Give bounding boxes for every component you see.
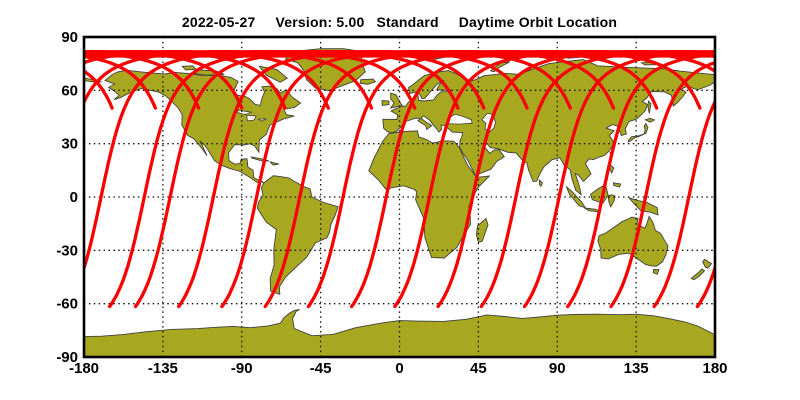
orbit-ground-track <box>220 49 572 309</box>
y-tick-label: -60 <box>56 296 78 313</box>
landmass <box>647 99 652 114</box>
orbit-ground-track <box>133 49 486 309</box>
y-tick-label: 90 <box>61 29 78 46</box>
orbit-ground-track <box>263 49 616 309</box>
orbit-ground-track <box>652 98 715 309</box>
orbit-ground-track <box>479 49 715 309</box>
plot-name-label: Daytime Orbit Location <box>458 14 618 30</box>
x-tick-label: 135 <box>624 360 649 377</box>
landmass <box>702 258 713 269</box>
y-tick-label: -90 <box>56 349 78 366</box>
landmass <box>652 269 660 275</box>
plot-title: 2022-05-27 Version: 5.00 Standard Daytime O… <box>84 14 715 30</box>
x-tick-label: -135 <box>148 360 178 377</box>
x-tick-label: 45 <box>470 360 487 377</box>
y-tick-label: -30 <box>56 242 78 259</box>
orbit-ground-track <box>0 52 26 307</box>
landmass <box>359 78 377 85</box>
inland-water <box>246 114 257 122</box>
x-tick-label: 0 <box>395 360 403 377</box>
orbit-ground-track <box>436 49 715 309</box>
orbit-ground-track <box>349 49 702 309</box>
x-tick-label: 90 <box>549 360 566 377</box>
landmass <box>475 217 489 243</box>
y-tick-label: 30 <box>61 136 78 153</box>
plot-version-label: Version: 5.00 <box>275 14 365 30</box>
landmass <box>597 215 669 267</box>
y-tick-label: 60 <box>61 82 78 99</box>
orbit-ground-track <box>84 50 201 110</box>
landmass <box>269 161 280 166</box>
plot-frame <box>82 35 717 359</box>
orbit-ground-track <box>522 50 715 309</box>
orbit-ground-track <box>393 49 715 309</box>
orbit-ground-track <box>84 49 287 110</box>
orbit-ground-track <box>609 60 715 309</box>
landmass <box>284 48 366 92</box>
landmass <box>644 117 656 123</box>
inland-water <box>257 118 267 122</box>
y-tick-label: 0 <box>70 189 78 206</box>
x-tick-label: -45 <box>310 360 332 377</box>
orbit-ground-track <box>306 49 659 309</box>
x-tick-label: -90 <box>231 360 253 377</box>
orbit-ground-track <box>566 52 715 309</box>
y-axis-labels: 90 60 30 0 -30 -60 -90 <box>56 29 78 366</box>
landmass <box>389 92 403 109</box>
landmass <box>690 268 706 281</box>
orbit-ground-track <box>0 52 69 307</box>
x-axis-labels: -180 -135 -90 -45 0 45 90 135 180 <box>69 360 728 377</box>
landmass <box>538 179 543 188</box>
plot-mode-label: Standard <box>376 14 439 30</box>
orbit-ground-track <box>84 49 244 110</box>
x-tick-label: 180 <box>702 360 727 377</box>
landmass <box>612 182 622 188</box>
orbit-ground-track <box>177 49 529 309</box>
landmass <box>627 122 649 143</box>
landmass <box>381 100 390 106</box>
x-tick-label: -180 <box>69 360 99 377</box>
plot-date-label: 2022-05-27 <box>181 14 256 30</box>
landmass <box>607 194 616 208</box>
orbit-ground-track <box>741 52 800 307</box>
